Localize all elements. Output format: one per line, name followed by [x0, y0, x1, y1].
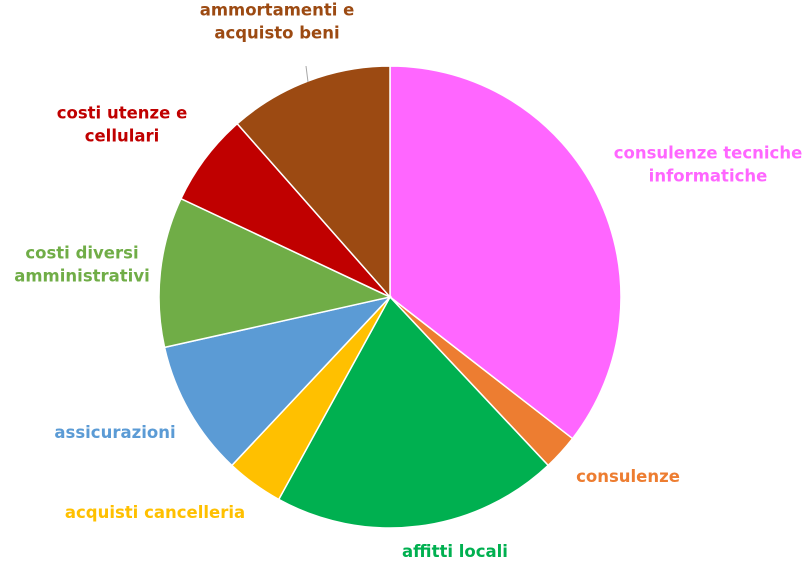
- pie-slice-costi-diversi-amministrativi: [158, 197, 393, 349]
- slice-label-consulenze: consulenze: [576, 467, 680, 486]
- slice-label-costi-utenze-e-cellulari: costi utenze e cellulari: [57, 104, 188, 146]
- slice-label-acquisti-cancelleria: acquisti cancelleria: [65, 503, 245, 522]
- leader-lines: [305, 65, 309, 83]
- slice-label-line: costi diversi: [25, 244, 138, 263]
- slice-label-costi-diversi-amministrativi: costi diversi amministrativi: [14, 244, 150, 286]
- slice-label-line: consulenze: [576, 467, 680, 486]
- slice-label-consulenze-tecniche-informatiche: consulenze tecniche informatiche: [614, 144, 803, 186]
- slice-label-line: assicurazioni: [54, 423, 175, 442]
- slice-label-line: informatiche: [649, 167, 768, 186]
- slice-label-line: affitti locali: [402, 542, 508, 561]
- slice-label-line: acquisto beni: [214, 24, 339, 43]
- slice-label-assicurazioni: assicurazioni: [54, 423, 175, 442]
- pie-slice-affitti-locali: [277, 295, 550, 529]
- slice-labels: consulenze tecniche informaticheconsulenz…: [14, 1, 802, 562]
- slice-label-line: consulenze tecniche: [614, 144, 803, 163]
- pie-slice-assicurazioni: [163, 295, 393, 467]
- leader-line-ammortamenti: [305, 65, 309, 83]
- slice-label-line: costi utenze e: [57, 104, 188, 123]
- slice-label-affitti-locali: affitti locali: [402, 542, 508, 561]
- slice-label-line: acquisti cancelleria: [65, 503, 245, 522]
- slice-label-line: amministrativi: [14, 267, 150, 286]
- slice-label-ammortamenti-e-acquisto-beni: ammortamenti e acquisto beni: [200, 1, 355, 43]
- pie-slice-consulenze-tecniche-informatiche: [389, 65, 622, 440]
- slice-label-line: ammortamenti e: [200, 1, 355, 20]
- slice-label-line: cellulari: [85, 127, 160, 146]
- pie-slices: [158, 65, 622, 529]
